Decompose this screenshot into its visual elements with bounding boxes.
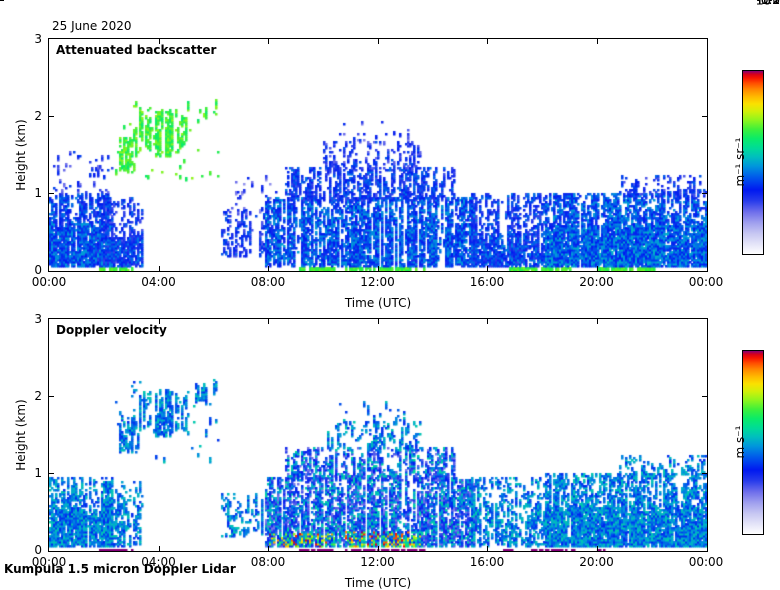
xticklabel-backscatter-4: 16:00 [469, 275, 505, 289]
yticklabel-backscatter-1: 1 [34, 186, 42, 200]
colorbar-doppler-tick-7 [0, 0, 4, 1]
xticklabel-doppler-1: 04:00 [141, 555, 176, 569]
date-stamp: 25 June 2020 [52, 19, 132, 33]
ytick-doppler-2 [702, 396, 707, 397]
xticklabel-backscatter-6: 00:00 [688, 275, 724, 289]
colorbar-doppler-label-3: 0.5 [760, 0, 780, 7]
yticklabel-doppler-1: 1 [34, 466, 42, 480]
doppler-heatmap-canvas [49, 319, 707, 551]
colorbar-backscatter-label-2: 10-6 [755, 0, 780, 8]
yticklabel-backscatter-2: 2 [34, 109, 42, 123]
xtick-backscatter-5 [596, 266, 598, 271]
colorbar-doppler-gradient [743, 351, 763, 534]
colorbar-doppler-label-4: 0 [772, 0, 780, 7]
xtick-backscatter-4 [487, 266, 488, 271]
colorbar-doppler-label-8: -2 [768, 0, 780, 7]
ytick-doppler-1 [702, 473, 707, 474]
colorbar-backscatter-unit: m⁻¹ sr⁻¹ [733, 137, 747, 187]
xticklabel-doppler-5: 20:00 [579, 555, 614, 569]
xtick-doppler-1 [158, 319, 160, 324]
xticklabel-doppler-6: 00:00 [688, 555, 724, 569]
xtick-doppler-4 [487, 319, 488, 324]
xtick-doppler-4 [487, 546, 488, 551]
ytick-doppler-2 [49, 396, 54, 397]
colorbar-backscatter-label-3: 10-7 [755, 0, 780, 8]
xtick-doppler-3 [377, 319, 379, 324]
xtick-backscatter-1 [158, 266, 160, 271]
panel-attenuated-backscatter: Attenuated backscatter [48, 38, 708, 272]
xtick-backscatter-4 [487, 39, 488, 44]
xticklabel-doppler-4: 16:00 [469, 555, 505, 569]
xticklabel-backscatter-2: 08:00 [250, 275, 286, 289]
yticklabel-backscatter-3: 3 [34, 32, 42, 46]
yaxis-title-doppler: Height (km) [14, 399, 28, 471]
colorbar-backscatter-label-1: 10-5 [755, 0, 780, 8]
xtick-backscatter-3 [377, 39, 379, 44]
xaxis-title-doppler: Time (UTC) [344, 576, 412, 590]
panel-title-doppler: Doppler velocity [56, 323, 167, 337]
backscatter-heatmap-canvas [49, 39, 707, 271]
xtick-doppler-2 [268, 546, 269, 551]
colorbar-doppler-label-2: 1 [772, 0, 780, 7]
xtick-doppler-2 [268, 319, 269, 324]
colorbar-doppler [742, 350, 764, 535]
ytick-doppler-1 [49, 473, 54, 474]
xticklabel-doppler-0: 00:00 [31, 555, 67, 569]
colorbar-doppler-unit: m s⁻¹ [733, 425, 747, 459]
xticklabel-backscatter-1: 04:00 [141, 275, 176, 289]
colorbar-doppler-label-6: -1 [768, 0, 780, 7]
xticklabel-doppler-3: 12:00 [360, 555, 395, 569]
yaxis-title-backscatter: Height (km) [14, 119, 28, 191]
colorbar-doppler-label-5: -0.5 [756, 0, 780, 7]
xtick-backscatter-1 [158, 39, 160, 44]
xaxis-title-backscatter: Time (UTC) [344, 296, 412, 310]
xticklabel-backscatter-0: 00:00 [31, 275, 67, 289]
yticklabel-doppler-3: 3 [34, 312, 42, 326]
yticklabel-doppler-2: 2 [34, 389, 42, 403]
panel-title-backscatter: Attenuated backscatter [56, 43, 217, 57]
xtick-backscatter-3 [377, 266, 379, 271]
xtick-doppler-1 [158, 546, 160, 551]
ytick-backscatter-2 [49, 116, 54, 117]
xticklabel-backscatter-3: 12:00 [360, 275, 395, 289]
footer-caption: Kumpula 1.5 micron Doppler Lidar [4, 562, 236, 576]
xtick-doppler-3 [377, 546, 379, 551]
ytick-backscatter-1 [49, 193, 54, 194]
panel-doppler-velocity: Doppler velocity [48, 318, 708, 552]
colorbar-backscatter-gradient [743, 71, 763, 254]
colorbar-doppler-label-7: -1.5 [756, 0, 780, 7]
colorbar-doppler-label-1: 1.5 [760, 0, 780, 7]
ytick-backscatter-2 [702, 116, 707, 117]
xtick-doppler-5 [596, 319, 598, 324]
xtick-doppler-5 [596, 546, 598, 551]
xticklabel-doppler-2: 08:00 [250, 555, 286, 569]
xtick-backscatter-2 [268, 266, 269, 271]
yticklabel-backscatter-0: 0 [34, 263, 42, 277]
colorbar-doppler-label-0: 2 [772, 0, 780, 7]
xticklabel-backscatter-5: 20:00 [579, 275, 614, 289]
xtick-backscatter-2 [268, 39, 269, 44]
colorbar-backscatter-label-0: 10-4 [755, 0, 780, 8]
yticklabel-doppler-0: 0 [34, 543, 42, 557]
colorbar-backscatter [742, 70, 764, 255]
xtick-backscatter-5 [596, 39, 598, 44]
ytick-backscatter-1 [702, 193, 707, 194]
